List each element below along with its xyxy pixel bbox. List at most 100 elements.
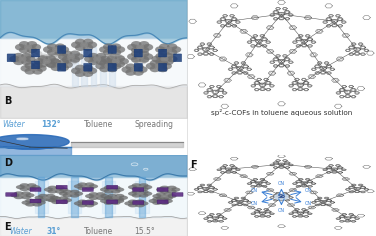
Circle shape [51,53,58,58]
Circle shape [139,201,149,206]
Circle shape [104,189,113,194]
Circle shape [14,191,24,196]
Circle shape [75,70,85,77]
Circle shape [36,65,47,72]
Circle shape [52,47,60,52]
Circle shape [13,59,24,65]
Circle shape [85,194,95,198]
Circle shape [146,63,156,69]
Circle shape [55,49,65,56]
Circle shape [152,201,162,205]
Circle shape [36,201,46,205]
Circle shape [96,196,106,200]
Text: 31°: 31° [47,227,61,236]
Circle shape [88,184,98,189]
Circle shape [49,58,60,65]
Circle shape [25,199,35,203]
Circle shape [159,197,169,201]
Circle shape [24,185,32,189]
Circle shape [48,198,58,202]
Circle shape [21,201,31,205]
Circle shape [155,59,166,65]
Circle shape [59,51,66,56]
FancyBboxPatch shape [82,201,93,204]
FancyBboxPatch shape [7,54,15,62]
Circle shape [112,59,120,64]
Circle shape [59,196,68,200]
Circle shape [62,190,72,194]
Text: Toluene: Toluene [84,227,113,236]
FancyBboxPatch shape [56,185,67,189]
Circle shape [9,56,20,62]
Circle shape [45,61,56,67]
Circle shape [67,192,75,195]
Circle shape [115,54,122,58]
Circle shape [104,201,113,205]
Circle shape [100,187,110,192]
Circle shape [132,183,141,187]
Circle shape [30,66,38,71]
Circle shape [27,187,36,191]
FancyBboxPatch shape [82,188,93,191]
Circle shape [74,184,83,189]
Circle shape [59,46,69,53]
Circle shape [13,53,24,59]
Circle shape [167,186,177,190]
Circle shape [136,45,144,50]
Circle shape [118,58,129,65]
Circle shape [51,196,61,200]
Circle shape [19,41,29,48]
Circle shape [49,196,59,200]
Circle shape [43,46,53,53]
Ellipse shape [17,138,28,139]
FancyBboxPatch shape [107,185,118,189]
Circle shape [99,57,106,61]
Circle shape [158,60,168,67]
Circle shape [115,199,124,203]
Circle shape [108,199,116,203]
Circle shape [164,55,171,59]
Text: Water: Water [2,120,24,129]
FancyBboxPatch shape [157,200,168,204]
Circle shape [91,59,98,63]
FancyBboxPatch shape [173,54,182,62]
Circle shape [65,56,72,61]
Circle shape [133,69,144,76]
Circle shape [115,55,125,62]
Text: 132°: 132° [41,120,61,129]
Circle shape [111,49,121,56]
Circle shape [96,192,106,196]
Circle shape [128,203,138,207]
Circle shape [159,49,170,56]
Circle shape [161,63,172,69]
Circle shape [70,193,79,198]
Circle shape [143,53,153,60]
Circle shape [108,194,117,198]
Text: CN: CN [251,201,258,206]
Circle shape [163,196,173,200]
Circle shape [77,182,87,187]
Circle shape [127,53,138,60]
Text: CN: CN [305,201,312,206]
Circle shape [136,54,144,59]
Circle shape [25,193,35,197]
FancyBboxPatch shape [31,49,39,57]
Circle shape [84,56,94,62]
FancyBboxPatch shape [133,188,144,191]
Circle shape [16,185,26,189]
Circle shape [167,56,177,62]
Circle shape [88,53,99,59]
Text: CN: CN [278,181,285,186]
Circle shape [103,43,114,50]
Circle shape [88,57,96,61]
Circle shape [107,55,114,60]
FancyBboxPatch shape [158,63,167,71]
Circle shape [155,53,166,59]
Circle shape [139,190,149,194]
Circle shape [130,67,139,72]
Text: CN: CN [305,188,312,193]
Circle shape [99,66,110,72]
Circle shape [118,196,128,200]
FancyBboxPatch shape [6,193,17,196]
Circle shape [164,47,172,52]
